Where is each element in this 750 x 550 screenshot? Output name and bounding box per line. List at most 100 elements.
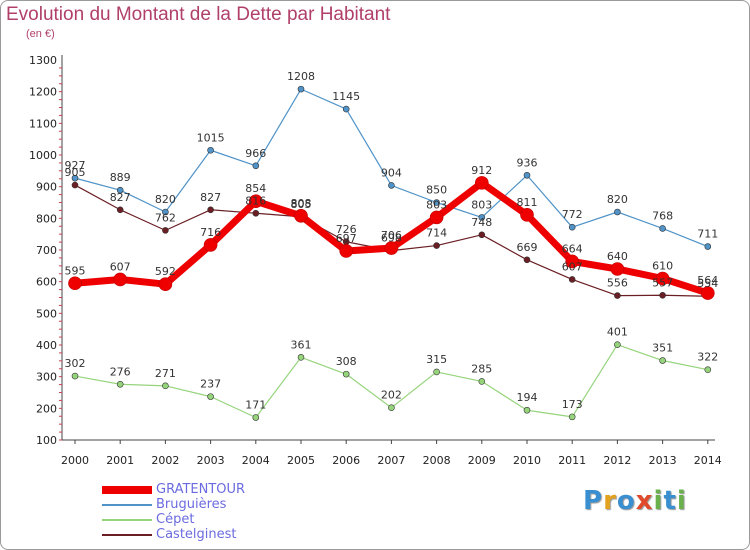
point-cpet [433, 368, 440, 376]
data-label-gratentour: 854 [245, 182, 266, 195]
data-label-cpet: 173 [562, 398, 583, 411]
point-castelginest [568, 276, 576, 283]
point-castelginest [478, 231, 486, 239]
data-label-castelginest: 554 [697, 277, 718, 290]
data-label-cpet: 315 [426, 353, 447, 366]
data-label-castelginest: 748 [471, 216, 492, 229]
data-label-gratentour: 697 [336, 232, 357, 245]
point-bruguires [704, 243, 712, 250]
data-label-gratentour: 808 [291, 197, 312, 210]
x-tick-label: 2001 [106, 454, 134, 467]
point-castelginest [252, 209, 260, 217]
point-gratentour [158, 277, 173, 292]
point-bruguires [523, 171, 531, 179]
point-castelginest [523, 256, 531, 264]
data-label-castelginest: 714 [426, 227, 447, 240]
legend-swatch [102, 534, 152, 536]
legend-item: Bruguières [102, 497, 302, 513]
y-tick-label: 800 [36, 212, 57, 225]
data-label-gratentour: 811 [517, 196, 538, 209]
point-castelginest [614, 292, 621, 299]
data-label-castelginest: 698 [381, 232, 402, 245]
point-bruguires [568, 223, 576, 231]
data-label-gratentour: 595 [65, 264, 86, 277]
point-cpet [478, 378, 486, 385]
x-tick-label: 2010 [513, 454, 541, 467]
data-label-castelginest: 557 [652, 276, 673, 289]
point-castelginest [162, 227, 169, 234]
point-bruguires [207, 146, 214, 154]
legend-label: Cépet [156, 512, 195, 527]
data-label-gratentour: 803 [426, 198, 447, 211]
data-label-bruguires: 820 [607, 193, 628, 206]
data-label-gratentour: 564 [697, 274, 718, 287]
y-tick-label: 1000 [29, 149, 57, 162]
point-cpet [252, 414, 260, 421]
point-castelginest [207, 206, 214, 214]
data-label-bruguires: 1015 [197, 131, 225, 144]
point-cpet [659, 357, 666, 364]
y-tick-label: 1100 [29, 117, 57, 130]
y-tick-label: 1200 [29, 86, 57, 99]
data-label-gratentour: 912 [471, 164, 492, 177]
data-label-bruguires: 850 [426, 184, 447, 197]
legend-swatch [102, 519, 152, 521]
x-tick-label: 2013 [649, 454, 677, 467]
data-label-bruguires: 927 [65, 159, 86, 172]
data-label-bruguires: 936 [517, 156, 538, 169]
data-label-castelginest: 827 [200, 191, 221, 204]
point-gratentour [294, 209, 308, 223]
data-label-gratentour: 610 [652, 260, 673, 273]
x-tick-label: 2005 [287, 454, 315, 467]
data-label-castelginest: 816 [245, 194, 266, 207]
chart-axes: 100 200 300 400 500 600 700 800 900 1000 1100 1200 1… [29, 54, 722, 467]
logo-letter: o [616, 486, 636, 516]
data-label-gratentour: 716 [200, 226, 221, 239]
data-label-castelginest: 607 [562, 260, 583, 273]
point-cpet [116, 380, 124, 388]
data-label-castelginest: 762 [155, 211, 176, 224]
data-label-castelginest: 805 [291, 198, 312, 211]
y-tick-label: 600 [36, 276, 57, 289]
data-label-gratentour: 592 [155, 265, 176, 278]
x-tick-label: 2000 [61, 454, 89, 467]
x-tick-label: 2014 [694, 454, 722, 467]
data-label-cpet: 285 [471, 362, 492, 375]
data-label-bruguires: 820 [155, 193, 176, 206]
point-gratentour [249, 194, 263, 209]
data-label-bruguires: 772 [562, 208, 583, 221]
data-label-bruguires: 966 [245, 147, 266, 160]
data-label-cpet: 276 [110, 365, 131, 378]
y-tick-label: 400 [36, 339, 57, 352]
data-label-cpet: 351 [652, 342, 673, 355]
x-tick-label: 2008 [423, 454, 451, 467]
point-gratentour [520, 208, 534, 222]
x-tick-label: 2011 [558, 454, 586, 467]
point-bruguires [252, 162, 260, 170]
data-label-cpet: 171 [245, 399, 266, 412]
chart-subtitle: (en €) [26, 28, 55, 40]
data-label-castelginest: 669 [517, 241, 538, 254]
proxiti-logo: Proxiti [583, 486, 687, 516]
data-label-bruguires: 803 [471, 198, 492, 211]
point-gratentour [655, 271, 670, 286]
point-gratentour [68, 276, 82, 291]
data-label-bruguires: 1145 [332, 90, 360, 103]
y-tick-label: 900 [36, 181, 57, 194]
x-tick-label: 2012 [603, 454, 631, 467]
point-gratentour [339, 244, 354, 258]
point-cpet [297, 354, 305, 361]
legend-item: Cépet [102, 512, 302, 528]
data-label-bruguires: 904 [381, 166, 402, 179]
x-tick-label: 2007 [377, 454, 405, 467]
data-label-bruguires: 711 [697, 228, 718, 241]
logo-letter: i [676, 486, 687, 516]
data-label-cpet: 361 [291, 338, 312, 351]
point-cpet [342, 370, 350, 378]
point-bruguires [162, 208, 169, 216]
point-cpet [523, 406, 531, 414]
point-cpet [207, 393, 214, 400]
data-label-castelginest: 556 [607, 277, 628, 290]
point-castelginest [659, 291, 666, 299]
point-gratentour [565, 254, 580, 269]
